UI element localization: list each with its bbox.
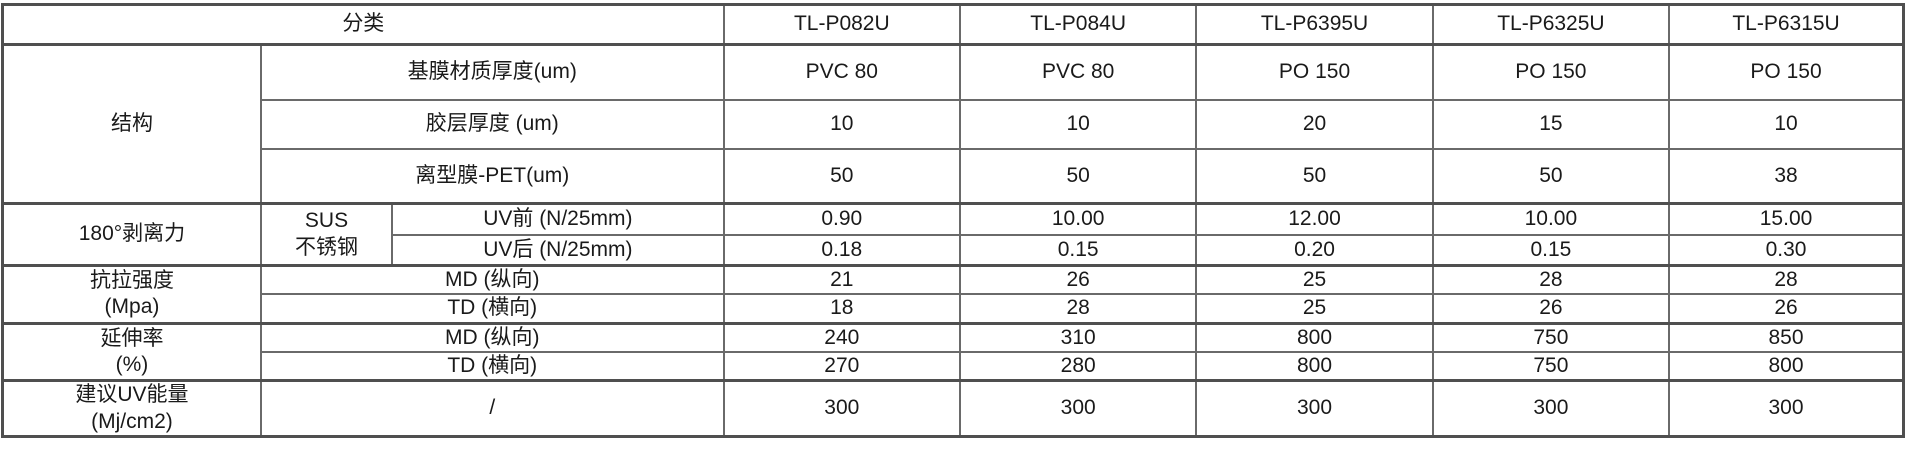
table-row: 180°剥离力 SUS 不锈钢 UV前 (N/25mm) 0.90 10.00 … [1, 202, 1905, 267]
data-cell: 270 [722, 350, 961, 382]
data-cell: 240 [722, 322, 961, 353]
section-label-recommended-uv-energy: 建议UV能量 (Mj/cm2) [1, 379, 262, 438]
data-cell: 26 [958, 264, 1198, 296]
row-label-adhesive-thickness: 胶层厚度 (um) [259, 98, 725, 150]
data-cell: PO 150 [1195, 43, 1434, 101]
row-label-td: TD (横向) [259, 350, 725, 382]
data-cell: 310 [958, 322, 1198, 353]
header-row: 分类 TL-P082U TL-P084U TL-P6395U TL-P6325U… [1, 3, 1905, 46]
section-label-peel-strength: 180°剥离力 [1, 202, 262, 267]
data-cell: 0.90 [722, 202, 961, 236]
data-cell: 50 [722, 147, 961, 205]
table-row: 抗拉强度 (Mpa) MD (纵向) 21 26 25 28 28 [1, 264, 1905, 325]
section-label-structure: 结构 [1, 43, 262, 205]
data-cell: PVC 80 [958, 43, 1198, 101]
product-spec-table: 分类 TL-P082U TL-P084U TL-P6395U TL-P6325U… [1, 3, 1905, 438]
table-row: TD (横向) 18 28 25 26 26 [3, 293, 1905, 325]
data-cell: 800 [1195, 350, 1434, 382]
table-row: TD (横向) 270 280 800 750 800 [3, 350, 1905, 382]
data-cell: 26 [1668, 293, 1905, 325]
data-cell: 750 [1431, 322, 1671, 353]
table-row: 结构 基膜材质厚度(um) PVC 80 PVC 80 PO 150 PO 15… [1, 43, 1905, 205]
data-cell: 800 [1668, 350, 1905, 382]
product-header-tl-p6325u: TL-P6325U [1431, 3, 1671, 46]
data-cell: 50 [1431, 147, 1671, 205]
data-cell: 0.18 [722, 233, 961, 267]
sub-label-sus-stainless: SUS 不锈钢 [259, 202, 394, 267]
row-label-td: TD (横向) [259, 293, 725, 325]
data-cell: 26 [1431, 293, 1671, 325]
data-cell: 10 [722, 98, 961, 150]
data-cell: 10 [1668, 98, 1905, 150]
data-cell: 15.00 [1668, 202, 1905, 236]
table-row: 离型膜-PET(um) 50 50 50 50 38 [3, 147, 1905, 205]
row-label-uv-after: UV后 (N/25mm) [391, 233, 725, 267]
row-label-md: MD (纵向) [259, 322, 725, 353]
data-cell: 50 [1195, 147, 1434, 205]
data-cell: 0.15 [958, 233, 1198, 267]
product-header-tl-p6315u: TL-P6315U [1668, 3, 1905, 46]
data-cell: 50 [958, 147, 1198, 205]
data-cell: 0.15 [1431, 233, 1671, 267]
data-cell: 10.00 [1431, 202, 1671, 236]
product-header-tl-p6395u: TL-P6395U [1195, 3, 1434, 46]
data-cell: PVC 80 [722, 43, 961, 101]
row-label-release-film: 离型膜-PET(um) [259, 147, 725, 205]
data-cell: 0.30 [1668, 233, 1905, 267]
table-row: 胶层厚度 (um) 10 10 20 15 10 [3, 98, 1905, 150]
section-label-elongation: 延伸率 (%) [1, 322, 262, 382]
data-cell: 21 [722, 264, 961, 296]
data-cell: 750 [1431, 350, 1671, 382]
section-label-tensile-strength: 抗拉强度 (Mpa) [1, 264, 262, 325]
data-cell: 12.00 [1195, 202, 1434, 236]
data-cell: 300 [1668, 379, 1905, 438]
data-cell: 15 [1431, 98, 1671, 150]
data-cell: 10 [958, 98, 1198, 150]
data-cell: 18 [722, 293, 961, 325]
data-cell: 300 [1431, 379, 1671, 438]
data-cell: 800 [1195, 322, 1434, 353]
row-label-base-film: 基膜材质厚度(um) [259, 43, 725, 101]
row-label-slash: / [259, 379, 725, 438]
data-cell: 28 [1668, 264, 1905, 296]
data-cell: 300 [722, 379, 961, 438]
data-cell: 300 [1195, 379, 1434, 438]
data-cell: 300 [958, 379, 1198, 438]
data-cell: 38 [1668, 147, 1905, 205]
product-header-tl-p082u: TL-P082U [722, 3, 961, 46]
table-row: 建议UV能量 (Mj/cm2) / 300 300 300 300 300 [1, 379, 1905, 438]
table-row: UV后 (N/25mm) 0.18 0.15 0.20 0.15 0.30 [3, 233, 1905, 267]
data-cell: PO 150 [1668, 43, 1905, 101]
data-cell: 28 [1431, 264, 1671, 296]
data-cell: PO 150 [1431, 43, 1671, 101]
data-cell: 280 [958, 350, 1198, 382]
data-cell: 850 [1668, 322, 1905, 353]
data-cell: 10.00 [958, 202, 1198, 236]
data-cell: 25 [1195, 293, 1434, 325]
row-label-md: MD (纵向) [259, 264, 725, 296]
data-cell: 28 [958, 293, 1198, 325]
table-row: 延伸率 (%) MD (纵向) 240 310 800 750 850 [1, 322, 1905, 382]
data-cell: 20 [1195, 98, 1434, 150]
category-header-cell: 分类 [1, 3, 725, 46]
data-cell: 25 [1195, 264, 1434, 296]
row-label-uv-before: UV前 (N/25mm) [391, 202, 725, 236]
data-cell: 0.20 [1195, 233, 1434, 267]
product-header-tl-p084u: TL-P084U [958, 3, 1198, 46]
